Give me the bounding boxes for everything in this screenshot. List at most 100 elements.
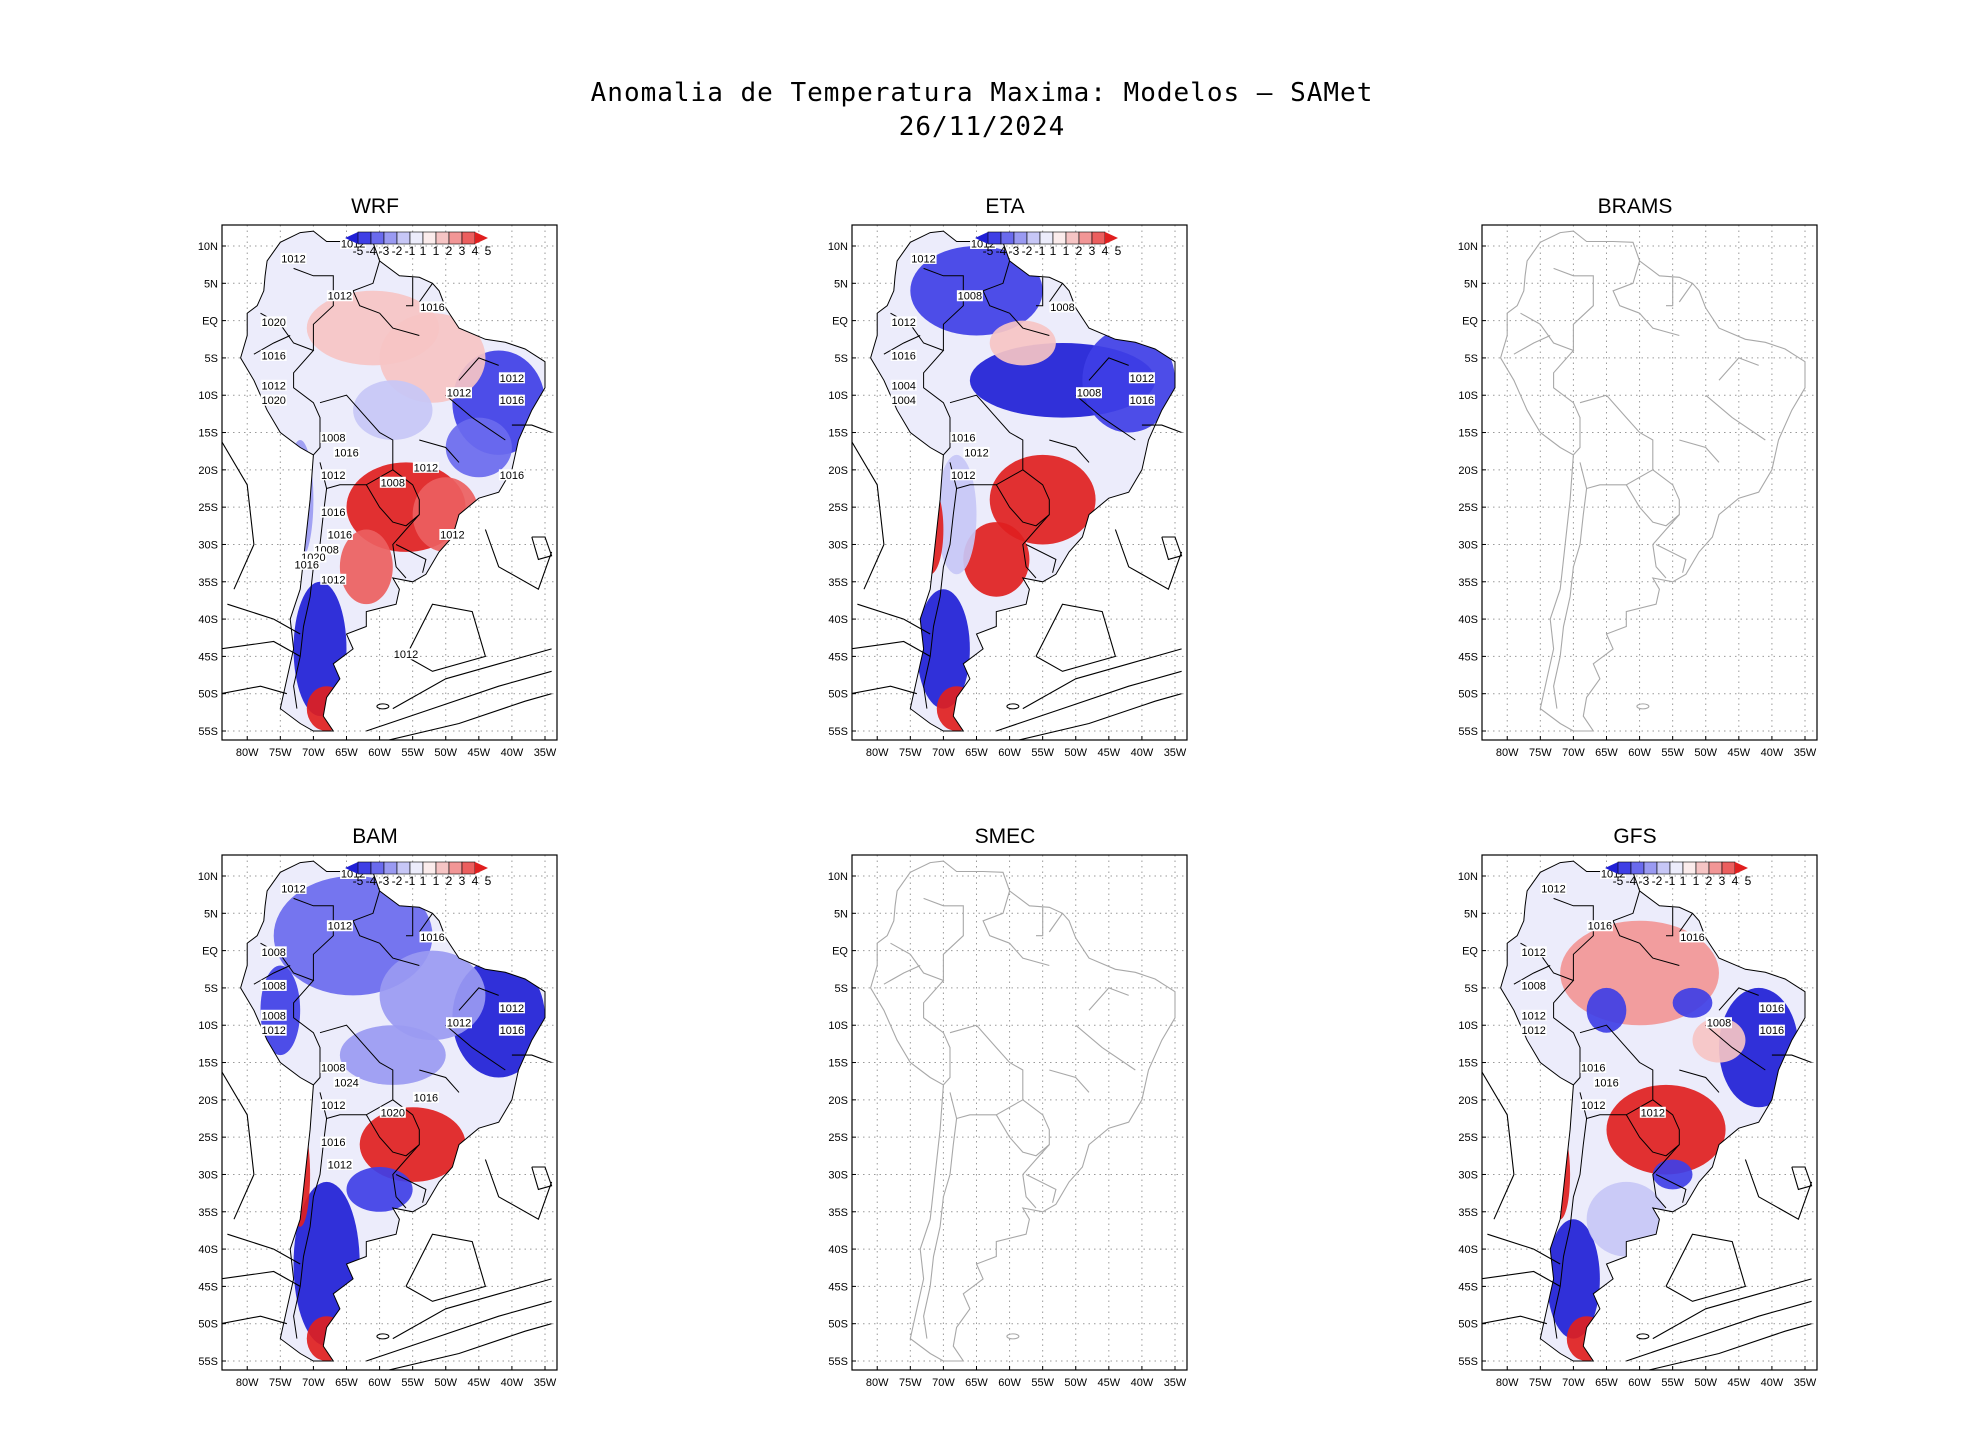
colorbar-tick: -4 [996, 244, 1007, 258]
lon-tick-label: 70W [302, 1377, 325, 1389]
colorbar: -5 -4 -3 -2 -1 1 1 2 3 4 5 [975, 231, 1122, 258]
lat-tick-label: 5N [834, 278, 848, 290]
panel-title: ETA [985, 195, 1025, 218]
lat-tick-label: 50S [1458, 1319, 1478, 1331]
lon-tick-label: 35W [534, 747, 557, 759]
coastline-borders [1500, 860, 1806, 1362]
pressure-label: 1008 [381, 477, 405, 489]
lon-tick-label: 60W [368, 1377, 391, 1389]
isobars [1482, 1054, 1813, 1370]
pressure-label: 1012 [261, 1025, 285, 1037]
lat-tick-label: 5N [834, 908, 848, 920]
lon-tick-label: 50W [1694, 1377, 1717, 1389]
lon-tick-label: 70W [1562, 1377, 1585, 1389]
colorbar-tick: 3 [459, 874, 466, 888]
panel-title: WRF [351, 195, 399, 218]
pressure-label: 1012 [1521, 947, 1545, 959]
colorbar-tick: -3 [379, 244, 390, 258]
lon-tick-label: 80W [1496, 747, 1519, 759]
lat-tick-label: 25S [1458, 502, 1478, 514]
coastline-borders [1500, 230, 1806, 732]
isobars [222, 424, 553, 740]
colorbar-tick: -4 [366, 244, 377, 258]
lon-tick-label: 65W [1595, 747, 1618, 759]
pressure-label: 1016 [500, 470, 524, 482]
lat-tick-label: 5S [835, 983, 848, 995]
colorbar-tick: -3 [1639, 874, 1650, 888]
pressure-label: 1012 [447, 1018, 471, 1030]
lat-tick-label: 20S [198, 465, 218, 477]
pressure-label: 1016 [951, 433, 975, 445]
lon-tick-label: 80W [236, 1377, 259, 1389]
lon-tick-label: 55W [1661, 747, 1684, 759]
lat-tick-label: 5S [205, 983, 218, 995]
lat-tick-label: EQ [202, 946, 218, 958]
pressure-label: 1008 [321, 1063, 345, 1075]
pressure-label: 1016 [1581, 1063, 1605, 1075]
pressure-label: 1016 [420, 932, 444, 944]
map-gfs: 1012 1012 1016 1016 1012 1008 1012 1012 1008 1016… [1458, 854, 1818, 1389]
lon-tick-label: 50W [434, 1377, 457, 1389]
panel-wrf: WRF 1012 1012 1012 1016 1020 1016 1012 1020 1012 1… [170, 195, 580, 765]
colorbar-tick: -2 [1022, 244, 1033, 258]
lat-tick-label: 40S [828, 1244, 848, 1256]
lon-tick-label: 45W [1728, 1377, 1751, 1389]
lat-tick-label: 30S [828, 1169, 848, 1181]
pressure-label: 1008 [1077, 388, 1101, 400]
lon-tick-label: 40W [1131, 1377, 1154, 1389]
lat-tick-label: 5S [1465, 353, 1478, 365]
pressure-label: 1012 [447, 388, 471, 400]
pressure-label: 1012 [281, 883, 305, 895]
map-brams: 10N 5N EQ 5S 10S 15S 20S 25S 30S 35S 40S 45S 50S 55S 8… [1458, 224, 1818, 759]
pressure-label: 1008 [1521, 980, 1545, 992]
coastline-borders [870, 230, 1176, 732]
lat-tick-label: 20S [1458, 1095, 1478, 1107]
colorbar-tick: -3 [1009, 244, 1020, 258]
lon-tick-label: 35W [1164, 1377, 1187, 1389]
lon-tick-label: 70W [1562, 747, 1585, 759]
lon-tick-label: 40W [501, 747, 524, 759]
lon-tick-label: 35W [1794, 747, 1817, 759]
colorbar-tick: -3 [379, 874, 390, 888]
lon-tick-label: 60W [1628, 747, 1651, 759]
colorbar-tick: 2 [1076, 244, 1083, 258]
lat-tick-label: 45S [1458, 1281, 1478, 1293]
pressure-label: 1024 [334, 1077, 358, 1089]
lon-tick-label: 65W [1595, 1377, 1618, 1389]
pressure-label: 1016 [295, 559, 319, 571]
pressure-label: 1012 [261, 380, 285, 392]
lat-tick-label: 10S [198, 390, 218, 402]
lat-tick-label: 30S [198, 539, 218, 551]
pressure-labels: 1012 1012 1012 1016 1008 1008 1008 1012 1012 1012… [260, 868, 525, 1172]
pressure-labels: 1012 1012 1016 1016 1012 1008 1012 1012 1008 1016… [1520, 868, 1785, 1119]
pressure-label: 1016 [1680, 932, 1704, 944]
lon-tick-label: 60W [1628, 1377, 1651, 1389]
lon-tick-label: 45W [1728, 747, 1751, 759]
map-wrf: 1012101210121016102010161012102010121012… [198, 224, 558, 759]
lon-tick-label: 55W [401, 747, 424, 759]
lat-tick-label: 10S [1458, 390, 1478, 402]
colorbar-tick: 1 [1680, 874, 1687, 888]
pressure-label: 1016 [1594, 1077, 1618, 1089]
coastline-borders [870, 860, 1176, 1362]
map-eta: 1012 1012 1008 1008 1012 1016 1004 1004 1008 1012… [828, 224, 1188, 759]
lat-tick-label: 25S [828, 502, 848, 514]
lat-tick-label: 35S [1458, 1207, 1478, 1219]
lat-tick-label: 55S [828, 1356, 848, 1368]
lon-tick-label: 60W [368, 747, 391, 759]
lat-tick-label: 5S [1465, 983, 1478, 995]
lon-tick-label: 55W [1031, 747, 1054, 759]
lat-tick-label: 45S [198, 651, 218, 663]
panel-bam: BAM 1012 1012 1012 1016 1008 1008 1008 1012 1012 1… [170, 825, 580, 1395]
lat-tick-label: EQ [1462, 946, 1478, 958]
lon-tick-label: 75W [899, 747, 922, 759]
pressure-label: 1012 [1541, 883, 1565, 895]
colorbar-tick: -5 [353, 244, 364, 258]
lon-tick-label: 80W [1496, 1377, 1519, 1389]
lon-tick-label: 65W [335, 747, 358, 759]
pressure-label: 1008 [261, 980, 285, 992]
lat-tick-label: 25S [198, 502, 218, 514]
pressure-label: 1016 [1760, 1003, 1784, 1015]
pressure-label: 1016 [321, 1137, 345, 1149]
pressure-label: 1008 [1050, 302, 1074, 314]
